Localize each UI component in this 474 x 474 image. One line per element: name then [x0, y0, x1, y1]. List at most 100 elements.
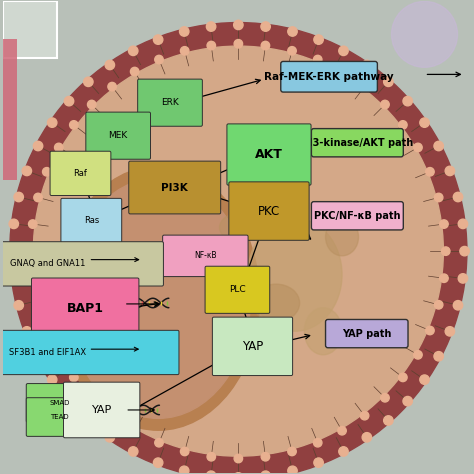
Circle shape [313, 55, 322, 64]
Circle shape [34, 193, 42, 202]
FancyBboxPatch shape [163, 235, 248, 277]
Circle shape [130, 67, 139, 76]
Circle shape [83, 416, 93, 425]
FancyBboxPatch shape [227, 124, 311, 185]
Text: PKC: PKC [258, 205, 280, 218]
Circle shape [362, 433, 372, 442]
Circle shape [206, 471, 216, 474]
Circle shape [434, 352, 443, 361]
Circle shape [261, 471, 270, 474]
Circle shape [314, 35, 323, 45]
Circle shape [155, 438, 163, 447]
Circle shape [362, 60, 372, 70]
Circle shape [434, 193, 443, 202]
Circle shape [155, 55, 163, 64]
Text: PI3-kinase/AKT path: PI3-kinase/AKT path [302, 138, 413, 148]
Circle shape [420, 375, 429, 384]
FancyBboxPatch shape [26, 383, 92, 422]
Circle shape [440, 220, 448, 228]
Circle shape [128, 447, 138, 456]
FancyBboxPatch shape [86, 112, 151, 159]
Circle shape [440, 274, 448, 283]
FancyBboxPatch shape [0, 39, 17, 181]
Ellipse shape [304, 308, 342, 355]
FancyBboxPatch shape [229, 182, 309, 240]
Circle shape [434, 141, 443, 151]
Text: BAP1: BAP1 [67, 302, 104, 315]
Circle shape [426, 326, 434, 335]
Circle shape [154, 35, 163, 45]
Circle shape [434, 301, 443, 309]
Circle shape [261, 22, 270, 31]
Circle shape [288, 466, 297, 474]
Circle shape [28, 274, 37, 283]
FancyBboxPatch shape [326, 319, 408, 348]
Circle shape [288, 27, 297, 36]
Circle shape [83, 77, 93, 87]
Circle shape [339, 447, 348, 456]
Circle shape [313, 438, 322, 447]
Circle shape [234, 454, 243, 463]
Text: TEAD: TEAD [50, 414, 69, 420]
Circle shape [261, 41, 270, 50]
Ellipse shape [248, 218, 342, 331]
Circle shape [14, 192, 23, 202]
Text: Raf: Raf [73, 169, 87, 178]
Text: NF-κB: NF-κB [194, 251, 217, 260]
Circle shape [234, 20, 243, 30]
Circle shape [360, 82, 369, 91]
FancyBboxPatch shape [50, 151, 111, 196]
FancyBboxPatch shape [61, 198, 122, 243]
Circle shape [453, 192, 463, 202]
Text: SF3B1 and EIF1AX: SF3B1 and EIF1AX [9, 348, 86, 357]
Text: GNAQ and GNA11: GNAQ and GNA11 [10, 259, 85, 268]
Text: PKC/NF-κB path: PKC/NF-κB path [314, 211, 401, 221]
Circle shape [43, 326, 51, 335]
FancyBboxPatch shape [137, 79, 202, 126]
Text: PLC: PLC [229, 285, 246, 294]
Circle shape [234, 473, 243, 474]
Circle shape [441, 247, 450, 255]
Ellipse shape [392, 1, 457, 67]
Circle shape [154, 458, 163, 467]
Text: Ras: Ras [84, 216, 99, 225]
FancyBboxPatch shape [26, 398, 92, 437]
Text: YAP path: YAP path [342, 328, 392, 338]
Circle shape [288, 46, 296, 55]
Circle shape [55, 351, 63, 359]
Circle shape [338, 67, 346, 76]
Text: YAP: YAP [242, 340, 263, 353]
Circle shape [70, 373, 78, 382]
Circle shape [55, 143, 63, 152]
Circle shape [339, 46, 348, 55]
Circle shape [181, 46, 189, 55]
Circle shape [88, 100, 96, 109]
Circle shape [180, 466, 189, 474]
Circle shape [33, 352, 43, 361]
Circle shape [234, 39, 243, 48]
Circle shape [399, 121, 407, 129]
Circle shape [458, 273, 468, 283]
Circle shape [47, 375, 57, 384]
Text: ERK: ERK [161, 98, 179, 107]
Ellipse shape [326, 218, 358, 256]
Circle shape [403, 96, 412, 106]
Circle shape [399, 373, 407, 382]
Circle shape [445, 327, 455, 336]
Text: MEK: MEK [109, 131, 128, 140]
Circle shape [108, 411, 116, 420]
Circle shape [414, 143, 422, 152]
Ellipse shape [57, 166, 260, 430]
Circle shape [381, 393, 389, 402]
Circle shape [261, 453, 270, 461]
FancyBboxPatch shape [205, 266, 270, 313]
Circle shape [207, 41, 216, 50]
Circle shape [338, 427, 346, 435]
Circle shape [27, 247, 35, 255]
FancyBboxPatch shape [129, 161, 221, 214]
FancyBboxPatch shape [31, 278, 139, 339]
Text: PI3K: PI3K [161, 182, 188, 192]
Circle shape [445, 166, 455, 176]
FancyBboxPatch shape [281, 62, 377, 92]
Circle shape [64, 96, 74, 106]
